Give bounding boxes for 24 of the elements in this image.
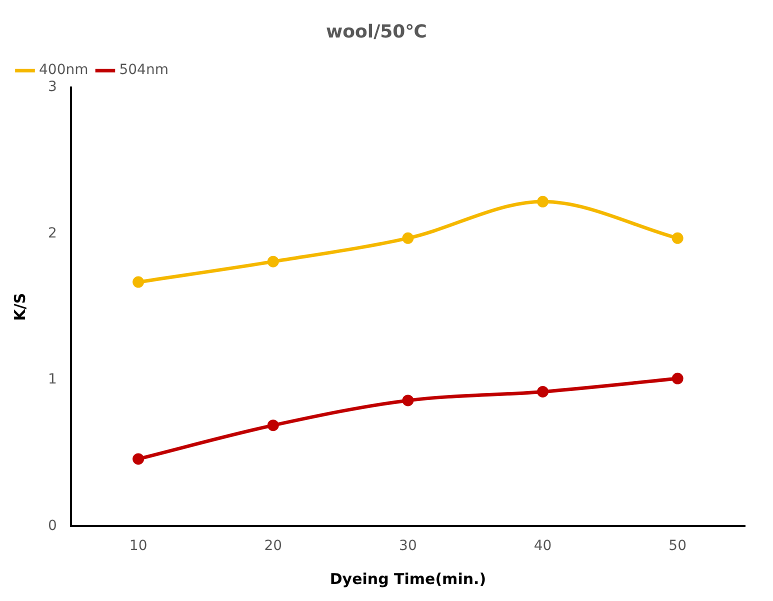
point (267, 256, 279, 268)
point (402, 394, 414, 406)
point (267, 420, 279, 432)
point (132, 453, 144, 465)
x-axis-title: Dyeing Time(min.) (330, 570, 486, 588)
point (672, 372, 684, 384)
y-tick-label: 3 (48, 79, 57, 96)
y-axis-title: K/S (10, 292, 29, 321)
point (402, 232, 414, 244)
point (672, 232, 684, 244)
x-tick-label: 30 (399, 538, 417, 554)
x-tick-label: 50 (668, 538, 687, 554)
y-tick-label: 0 (48, 518, 57, 534)
x-tick-label: 10 (129, 538, 148, 554)
x-tick-label: 20 (264, 538, 282, 554)
legend-label: 400nm (39, 62, 88, 78)
point (537, 386, 549, 398)
point (537, 196, 549, 208)
x-tick-label: 40 (534, 538, 552, 554)
chart-title: wool/50℃ (326, 21, 427, 42)
y-tick-label: 1 (48, 372, 57, 388)
legend-label: 504nm (119, 62, 168, 78)
point (132, 276, 144, 288)
y-tick-label: 2 (48, 225, 57, 242)
